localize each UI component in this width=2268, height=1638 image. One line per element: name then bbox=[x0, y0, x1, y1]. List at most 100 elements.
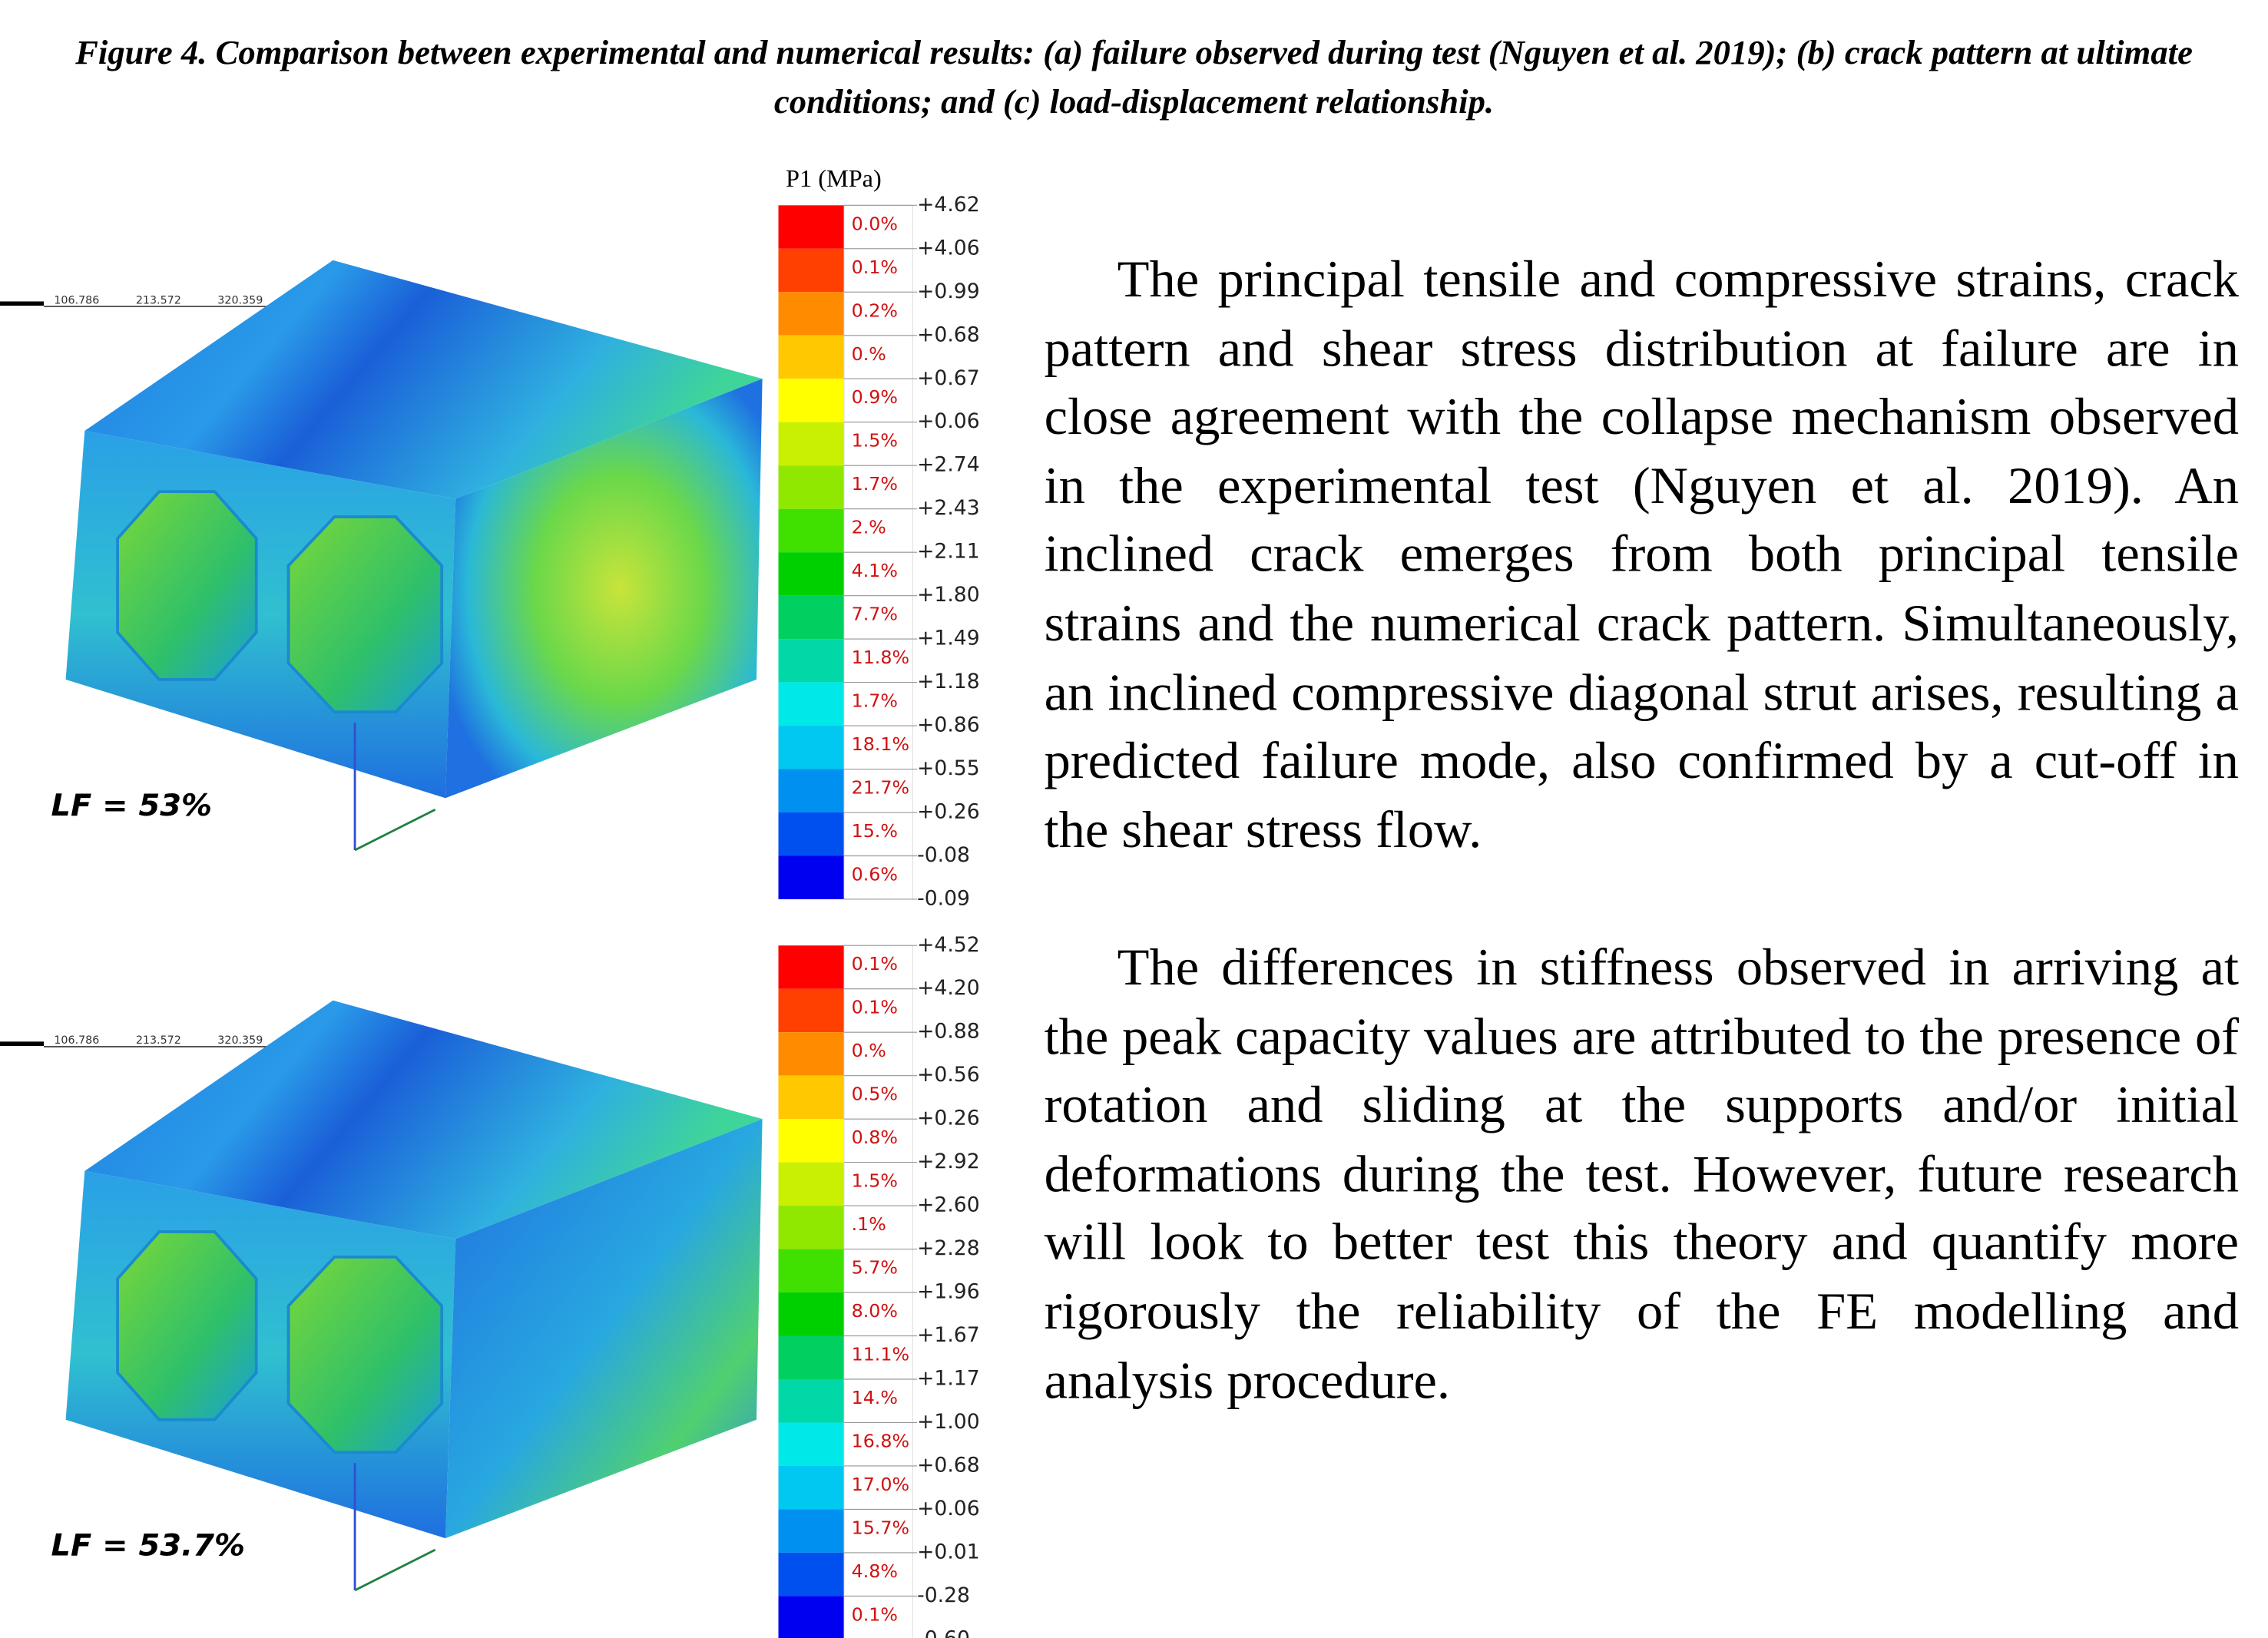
legend-tick-label: -0.60 bbox=[917, 1627, 970, 1638]
legend-percent: 1.5% bbox=[852, 1170, 898, 1192]
legend-color bbox=[778, 1553, 844, 1596]
legend-percent: 15.7% bbox=[852, 1517, 909, 1539]
legend-percent: 0.% bbox=[852, 343, 886, 365]
legend-percent: 4.8% bbox=[852, 1560, 898, 1582]
model-hole bbox=[289, 517, 442, 712]
legend-tick-label: -0.08 bbox=[917, 843, 970, 867]
legend-tick-label: +0.55 bbox=[917, 756, 980, 780]
paragraph: The differences in stiffness observed in… bbox=[1045, 934, 2239, 1415]
legend-color bbox=[778, 465, 844, 508]
load-factor-label: LF = 53% bbox=[51, 788, 212, 823]
paragraph: The principal tensile and compressive st… bbox=[1045, 246, 2239, 865]
legend-tick-label: +0.68 bbox=[917, 1454, 980, 1478]
legend-percent: 0.0% bbox=[852, 213, 898, 234]
legend-color bbox=[778, 1119, 844, 1162]
legend-percent: 7.7% bbox=[852, 604, 898, 625]
legend-title: P1 (MPa) bbox=[786, 164, 882, 192]
figure: 106.786213.572320.359427.1LF = 53%P1 (MP… bbox=[0, 0, 1022, 1638]
legend-tick-label: +4.06 bbox=[917, 236, 980, 260]
scale-label: 106.786 bbox=[54, 294, 99, 306]
legend-tick-label: +0.06 bbox=[917, 1497, 980, 1521]
legend-tick-label: +2.60 bbox=[917, 1193, 980, 1217]
legend-tick-label: +0.26 bbox=[917, 1107, 980, 1130]
legend-color bbox=[778, 1596, 844, 1638]
legend-percent: 0.% bbox=[852, 1040, 886, 1061]
legend-color bbox=[778, 726, 844, 769]
axis-line bbox=[355, 809, 435, 850]
legend-tick-label: +0.99 bbox=[917, 280, 980, 303]
legend-percent: 1.7% bbox=[852, 473, 898, 495]
legend-percent: 0.6% bbox=[852, 864, 898, 885]
model-hole bbox=[118, 491, 257, 680]
legend-percent: 5.7% bbox=[852, 1257, 898, 1279]
legend-percent: 1.5% bbox=[852, 430, 898, 452]
legend-percent: 0.5% bbox=[852, 1084, 898, 1105]
legend-color bbox=[778, 379, 844, 422]
legend-tick-label: +1.96 bbox=[917, 1280, 980, 1304]
legend-percent: 17.0% bbox=[852, 1474, 909, 1495]
scale-label: 106.786 bbox=[54, 1034, 99, 1047]
legend-tick-label: +0.56 bbox=[917, 1063, 980, 1087]
legend-percent: 0.1% bbox=[852, 1604, 898, 1626]
legend-tick-label: +0.67 bbox=[917, 366, 980, 390]
legend-percent: 16.8% bbox=[852, 1431, 909, 1452]
legend-color bbox=[778, 1292, 844, 1335]
legend-tick-label: -0.09 bbox=[917, 887, 970, 911]
legend-color bbox=[778, 1249, 844, 1292]
legend-tick-label: +4.52 bbox=[917, 933, 980, 957]
legend-percent: 0.1% bbox=[852, 997, 898, 1018]
scale-label: 213.572 bbox=[136, 1034, 181, 1047]
legend-tick-label: +1.49 bbox=[917, 627, 980, 650]
legend-percent: 0.8% bbox=[852, 1127, 898, 1148]
model-hole bbox=[118, 1232, 257, 1420]
legend-percent: 0.2% bbox=[852, 299, 898, 321]
scale-label: 320.359 bbox=[217, 294, 263, 306]
stage: Figure 4. Comparison between experimenta… bbox=[0, 0, 2268, 1638]
legend-tick-label: +0.26 bbox=[917, 800, 980, 824]
legend-percent: 0.9% bbox=[852, 386, 898, 408]
legend-color bbox=[778, 1032, 844, 1075]
legend-tick-label: +1.18 bbox=[917, 670, 980, 693]
legend-color bbox=[778, 1422, 844, 1465]
load-factor-label: LF = 53.7% bbox=[51, 1528, 245, 1564]
legend-percent: 1.7% bbox=[852, 690, 898, 712]
legend-percent: 11.1% bbox=[852, 1344, 909, 1365]
legend-color bbox=[778, 945, 844, 988]
legend-tick-label: +0.88 bbox=[917, 1020, 980, 1044]
legend-color bbox=[778, 1336, 844, 1379]
legend-color bbox=[778, 509, 844, 552]
legend-tick-label: +2.43 bbox=[917, 496, 980, 520]
legend-tick-label: +4.62 bbox=[917, 193, 980, 217]
legend-tick-label: +2.92 bbox=[917, 1150, 980, 1173]
legend-color bbox=[778, 336, 844, 379]
legend-color bbox=[778, 769, 844, 812]
legend-color bbox=[778, 422, 844, 465]
legend-percent: 8.0% bbox=[852, 1300, 898, 1322]
legend-tick-label: +4.20 bbox=[917, 976, 980, 1000]
legend-tick-label: +1.80 bbox=[917, 583, 980, 607]
legend-tick-label: +0.68 bbox=[917, 323, 980, 346]
model-hole bbox=[289, 1257, 442, 1452]
legend-percent: 15.% bbox=[852, 820, 898, 842]
legend-percent: 0.1% bbox=[852, 953, 898, 975]
page: {"caption": "Figure 4. Comparison betwee… bbox=[0, 0, 2268, 1638]
legend-percent: .1% bbox=[852, 1213, 886, 1235]
legend-tick-label: +2.28 bbox=[917, 1236, 980, 1260]
scale-label: 213.572 bbox=[136, 294, 181, 306]
legend-percent: 0.1% bbox=[852, 256, 898, 278]
scale-label: 320.359 bbox=[217, 1034, 263, 1047]
legend-color bbox=[778, 1206, 844, 1249]
legend-color bbox=[778, 205, 844, 248]
legend-tick-label: +1.17 bbox=[917, 1367, 980, 1391]
legend-tick-label: +1.00 bbox=[917, 1410, 980, 1434]
legend-percent: 2.% bbox=[852, 517, 886, 538]
legend-color bbox=[778, 1379, 844, 1422]
legend-tick-label: +2.74 bbox=[917, 453, 980, 477]
legend-tick-label: +0.01 bbox=[917, 1540, 980, 1564]
legend-color bbox=[778, 596, 844, 639]
legend-tick-label: +2.11 bbox=[917, 540, 980, 564]
legend-color bbox=[778, 639, 844, 682]
legend-color bbox=[778, 812, 844, 855]
legend-tick-label: +1.67 bbox=[917, 1323, 980, 1347]
legend-percent: 14.% bbox=[852, 1387, 898, 1408]
